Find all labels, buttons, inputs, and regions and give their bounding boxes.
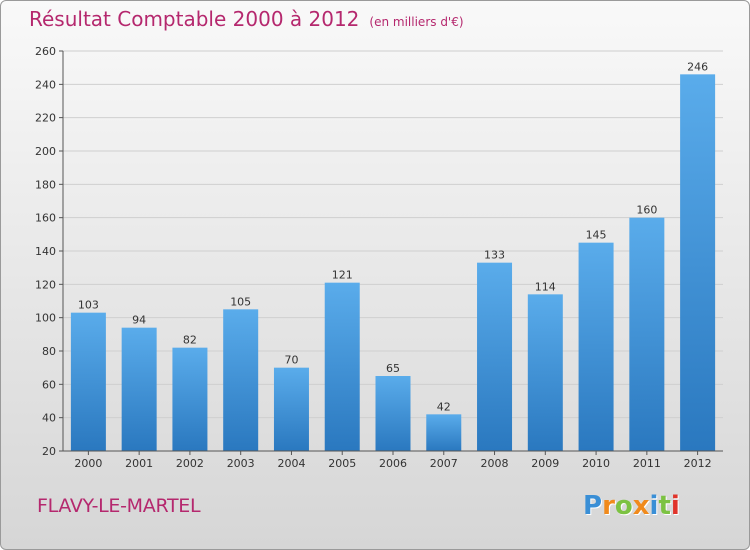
- bar-2002: [172, 347, 208, 451]
- data-label-2006: 65: [386, 362, 400, 375]
- data-label-2000: 103: [78, 299, 99, 312]
- x-tick-label-2004: 2004: [277, 457, 305, 470]
- data-label-2002: 82: [183, 334, 197, 347]
- bar-2003: [223, 309, 259, 451]
- data-label-2004: 70: [284, 354, 298, 367]
- y-tick-label: 200: [35, 145, 56, 158]
- y-axis: 20 40 60 80 100 120 140 160 180 200 220 240 260: [35, 45, 64, 458]
- bar-2005: [324, 282, 360, 451]
- x-tick-label-2012: 2012: [684, 457, 712, 470]
- bar-2007: [426, 414, 462, 451]
- bar-2000: [70, 312, 106, 451]
- x-tick-label-2003: 2003: [227, 457, 255, 470]
- x-tick-label-2007: 2007: [430, 457, 458, 470]
- bar-2004: [273, 367, 309, 451]
- chart-title: Résultat Comptable 2000 à 2012 (en millie…: [29, 7, 464, 31]
- bar-2008: [477, 262, 513, 451]
- data-label-2008: 133: [484, 249, 505, 262]
- place-name: FLAVY-LE-MARTEL: [37, 495, 201, 517]
- bars: 103 94 82 105 70 121 65 42 133 114 145 160 246: [70, 60, 716, 451]
- x-tick-label-2008: 2008: [481, 457, 509, 470]
- logo-letter: t: [658, 491, 671, 521]
- data-label-2009: 114: [535, 280, 556, 293]
- y-tick-label: 180: [35, 178, 56, 191]
- y-tick-label: 40: [42, 412, 56, 425]
- bar-2001: [121, 327, 157, 451]
- data-label-2003: 105: [230, 295, 251, 308]
- data-label-2011: 160: [636, 204, 657, 217]
- bar-2006: [375, 376, 411, 451]
- title-text: Résultat Comptable 2000 à 2012: [29, 7, 360, 31]
- x-tick-label-2000: 2000: [74, 457, 102, 470]
- y-tick-label: 240: [35, 78, 56, 91]
- x-axis: 2000 2001 2002 2003 2004 2005 2006 2007 2008 2009…: [63, 450, 723, 470]
- y-tick-label: 160: [35, 212, 56, 225]
- x-tick-label-2005: 2005: [328, 457, 356, 470]
- logo-letter: o: [614, 491, 633, 521]
- proxiti-logo: Proxiti: [583, 491, 680, 521]
- x-tick-label-2002: 2002: [176, 457, 204, 470]
- unit-note: (en milliers d'€): [369, 15, 464, 29]
- y-tick-label: 120: [35, 278, 56, 291]
- x-tick-label-2006: 2006: [379, 457, 407, 470]
- data-label-2005: 121: [332, 269, 353, 282]
- y-tick-label: 260: [35, 45, 56, 58]
- logo-letter: i: [670, 491, 680, 521]
- y-tick-label: 80: [42, 345, 56, 358]
- y-tick-label: 220: [35, 112, 56, 125]
- logo-letter: P: [583, 491, 603, 521]
- y-tick-label: 100: [35, 312, 56, 325]
- bar-2011: [629, 217, 665, 451]
- data-label-2001: 94: [132, 314, 146, 327]
- y-tick-label: 20: [42, 445, 56, 458]
- y-tick-label: 60: [42, 378, 56, 391]
- y-tick-label: 140: [35, 245, 56, 258]
- x-tick-label-2011: 2011: [633, 457, 661, 470]
- x-tick-label-2009: 2009: [531, 457, 559, 470]
- bar-2010: [578, 242, 614, 451]
- data-label-2012: 246: [687, 60, 708, 73]
- x-tick-label-2001: 2001: [125, 457, 153, 470]
- logo-letter: x: [632, 491, 650, 521]
- data-label-2007: 42: [437, 400, 451, 413]
- bar-2012: [680, 74, 716, 451]
- logo-letter: r: [602, 491, 615, 521]
- bar-2009: [527, 294, 563, 451]
- x-tick-label-2010: 2010: [582, 457, 610, 470]
- data-label-2010: 145: [586, 229, 607, 242]
- logo-letter: i: [649, 491, 659, 521]
